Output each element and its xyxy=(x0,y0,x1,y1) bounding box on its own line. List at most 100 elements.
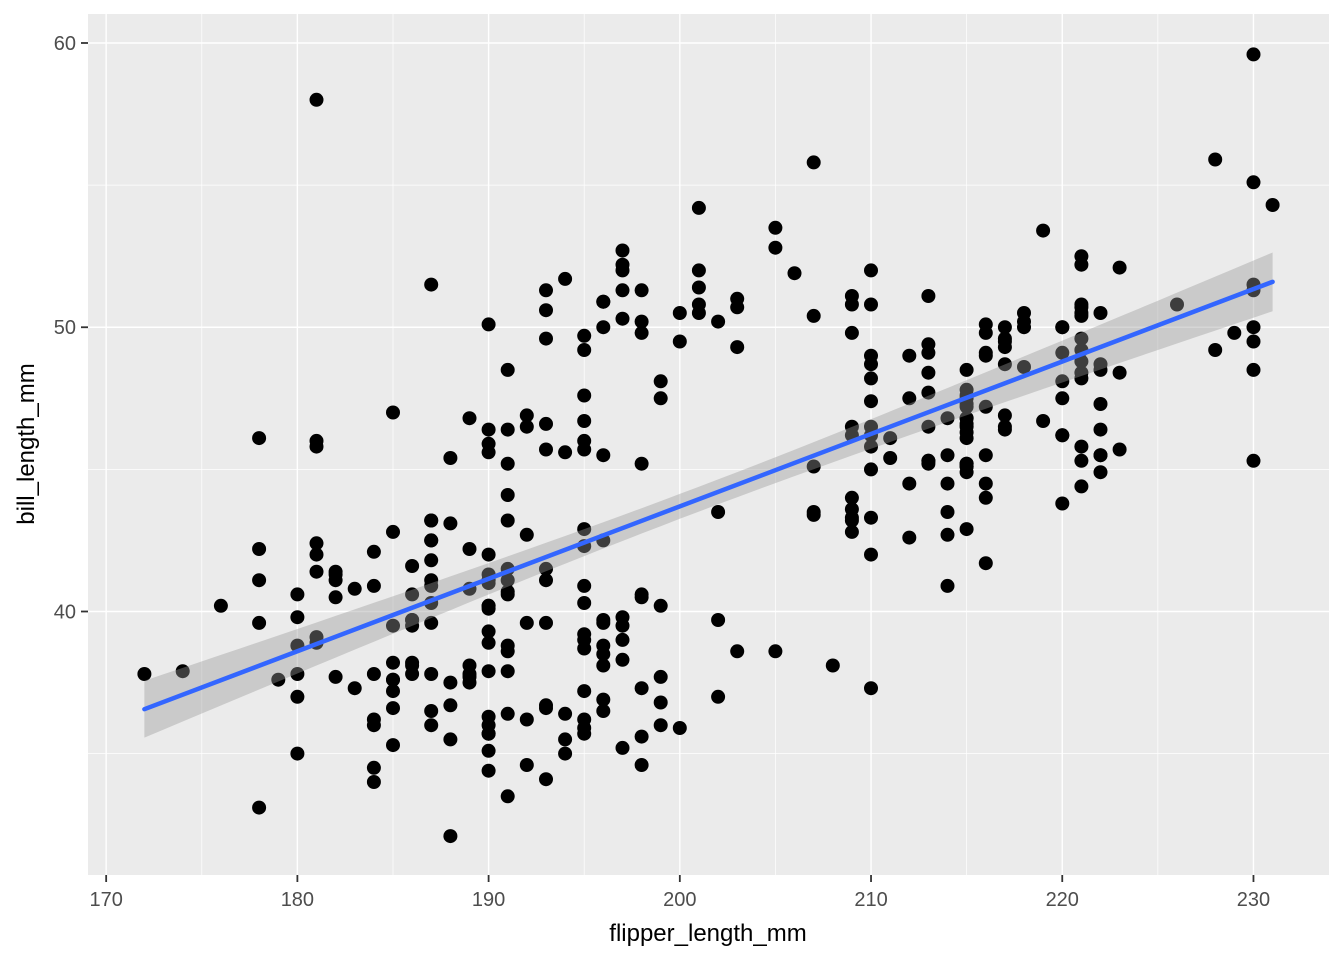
data-point xyxy=(691,200,706,215)
data-point xyxy=(844,502,859,517)
data-point xyxy=(539,442,553,457)
data-point xyxy=(424,513,439,528)
data-point xyxy=(386,684,400,699)
data-point xyxy=(366,775,381,789)
data-point xyxy=(1112,260,1127,275)
data-point xyxy=(902,530,917,545)
data-point xyxy=(347,681,362,696)
data-point xyxy=(539,303,553,318)
data-point xyxy=(940,411,955,426)
data-point xyxy=(672,721,687,735)
data-point xyxy=(978,325,993,340)
data-point xyxy=(596,647,611,662)
data-point xyxy=(1246,47,1261,62)
data-point xyxy=(386,701,400,716)
data-point xyxy=(653,598,668,613)
data-point xyxy=(405,587,420,602)
y-tick-label: 50 xyxy=(54,317,76,339)
data-point xyxy=(539,416,553,431)
data-point xyxy=(768,240,783,255)
data-point xyxy=(481,624,496,639)
data-point xyxy=(730,340,745,355)
data-point xyxy=(1112,442,1127,457)
data-point xyxy=(519,527,534,542)
data-point xyxy=(519,758,534,772)
data-point xyxy=(1246,362,1261,377)
data-point xyxy=(634,283,649,298)
data-point xyxy=(1074,308,1089,323)
data-point xyxy=(577,388,592,403)
data-point xyxy=(424,667,439,681)
data-point xyxy=(1074,453,1089,468)
data-point xyxy=(1208,343,1223,357)
data-point xyxy=(902,476,917,491)
data-point xyxy=(864,419,878,434)
data-point xyxy=(596,613,611,627)
data-point xyxy=(539,701,553,716)
data-point xyxy=(577,343,592,357)
data-point xyxy=(634,729,649,744)
data-point xyxy=(711,689,726,704)
data-point xyxy=(252,615,267,630)
data-point xyxy=(405,559,420,573)
data-point xyxy=(539,283,553,298)
data-point xyxy=(328,567,343,582)
data-point xyxy=(1074,297,1089,312)
data-point xyxy=(500,456,515,471)
data-point xyxy=(519,712,534,727)
data-point xyxy=(252,573,267,588)
x-tick-label: 220 xyxy=(1046,889,1079,911)
data-point xyxy=(653,695,668,710)
data-point xyxy=(271,672,286,687)
data-point xyxy=(309,536,324,551)
data-point xyxy=(921,345,936,360)
data-point xyxy=(864,357,878,372)
x-tick-label: 180 xyxy=(281,889,314,911)
y-tick-label: 60 xyxy=(54,33,76,55)
data-point xyxy=(1055,496,1070,511)
data-point xyxy=(481,718,496,733)
data-point xyxy=(309,439,324,454)
data-point xyxy=(672,334,687,349)
data-point xyxy=(1246,453,1261,468)
data-point xyxy=(978,345,993,360)
data-point xyxy=(806,155,821,170)
data-point xyxy=(864,510,878,525)
data-point xyxy=(1093,448,1108,463)
data-point xyxy=(615,311,630,326)
data-point xyxy=(462,675,477,690)
data-point xyxy=(577,712,592,727)
data-point xyxy=(1074,439,1089,454)
data-point xyxy=(1036,414,1051,428)
data-point xyxy=(634,325,649,340)
data-point xyxy=(959,456,974,471)
data-point xyxy=(844,513,859,528)
data-point xyxy=(386,655,400,670)
data-point xyxy=(730,300,745,315)
data-point xyxy=(558,271,573,286)
data-point xyxy=(959,431,974,446)
data-point xyxy=(959,362,974,377)
data-point xyxy=(500,422,515,437)
data-point xyxy=(309,92,324,107)
data-point xyxy=(558,706,573,721)
data-point xyxy=(366,578,381,593)
data-point xyxy=(309,564,324,579)
data-point xyxy=(252,431,267,446)
data-point xyxy=(711,613,726,627)
data-point xyxy=(309,547,324,562)
data-point xyxy=(978,476,993,491)
data-point xyxy=(997,334,1012,349)
data-point xyxy=(844,524,859,539)
x-tick-label: 190 xyxy=(472,889,505,911)
data-point xyxy=(844,325,859,340)
data-point xyxy=(806,459,821,474)
data-point xyxy=(1074,365,1089,380)
data-point xyxy=(921,453,936,468)
data-point xyxy=(844,419,859,434)
data-point xyxy=(424,578,439,593)
data-point xyxy=(137,667,152,681)
data-point xyxy=(634,758,649,772)
data-point xyxy=(175,664,190,679)
data-point xyxy=(1246,175,1261,190)
